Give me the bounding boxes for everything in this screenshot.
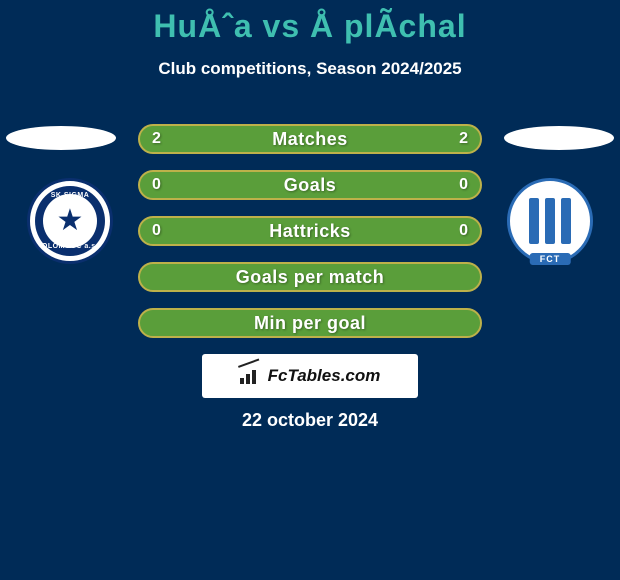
stat-value-right: 0 xyxy=(459,222,468,240)
sigma-crest-icon: SK SIGMA OLOMOUC a.s. ★ xyxy=(27,178,113,264)
fct-crest-icon: FCT xyxy=(507,178,593,264)
star-icon: ★ xyxy=(57,206,84,236)
stat-value-left: 0 xyxy=(152,222,161,240)
club-crest-left: SK SIGMA OLOMOUC a.s. ★ xyxy=(20,178,120,264)
stat-value-left: 0 xyxy=(152,176,161,194)
stat-row-goals-per-match: Goals per match xyxy=(138,262,482,292)
stat-value-right: 0 xyxy=(459,176,468,194)
stat-label: Goals xyxy=(284,175,337,196)
stat-label: Matches xyxy=(272,129,348,150)
brand-text: FcTables.com xyxy=(268,366,381,386)
stat-row-matches: 2 Matches 2 xyxy=(138,124,482,154)
stat-label: Hattricks xyxy=(269,221,351,242)
club-crest-right: FCT xyxy=(500,178,600,264)
comparison-card: HuÅˆa vs Å plÃ­chal Club competitions, S… xyxy=(0,0,620,580)
stat-row-min-per-goal: Min per goal xyxy=(138,308,482,338)
stripes-icon xyxy=(529,198,571,244)
bar-chart-icon xyxy=(240,368,262,384)
competition-subtitle: Club competitions, Season 2024/2025 xyxy=(0,59,620,79)
date-text: 22 october 2024 xyxy=(0,410,620,431)
flag-ellipse-left xyxy=(6,126,116,150)
flag-ellipse-right xyxy=(504,126,614,150)
stat-value-left: 2 xyxy=(152,130,161,148)
stat-value-right: 2 xyxy=(459,130,468,148)
stat-row-hattricks: 0 Hattricks 0 xyxy=(138,216,482,246)
stat-label: Min per goal xyxy=(254,313,366,334)
stats-list: 2 Matches 2 0 Goals 0 0 Hattricks 0 Goal… xyxy=(138,124,482,354)
stat-label: Goals per match xyxy=(236,267,385,288)
stat-row-goals: 0 Goals 0 xyxy=(138,170,482,200)
brand-badge: FcTables.com xyxy=(202,354,418,398)
crest-banner: FCT xyxy=(530,253,571,265)
page-title: HuÅˆa vs Å plÃ­chal xyxy=(0,0,620,45)
